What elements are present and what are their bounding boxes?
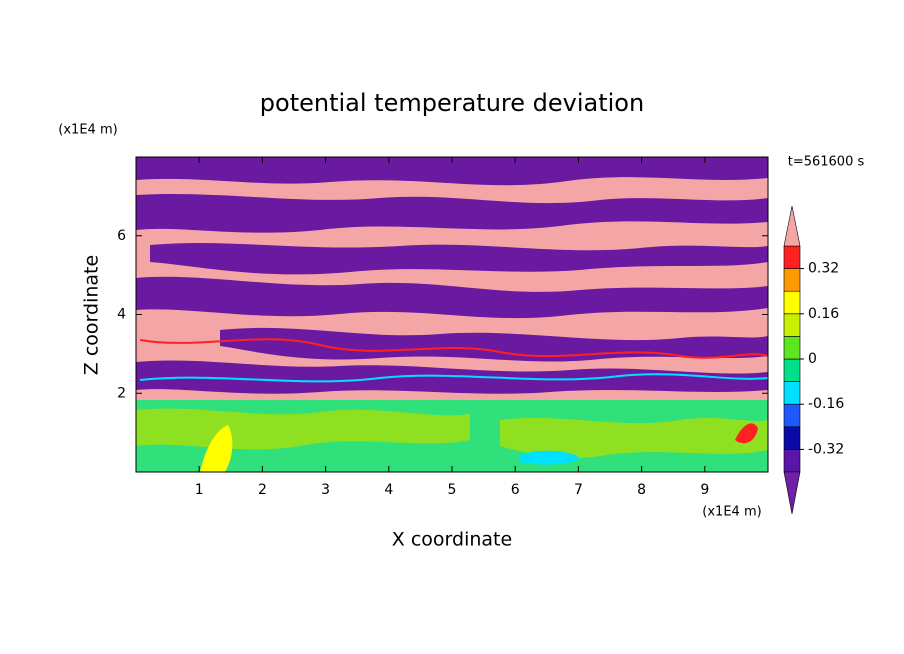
y-tick-label: 6 xyxy=(117,228,126,244)
y-tick-label: 2 xyxy=(117,385,126,401)
chart-title: potential temperature deviation xyxy=(260,89,644,117)
colorbar-box xyxy=(783,268,801,292)
y-axis-label: Z coordinate xyxy=(81,255,103,375)
colorbar-box xyxy=(783,245,801,269)
y-tick-label: 4 xyxy=(117,307,126,323)
x-tick-label: 7 xyxy=(574,482,583,498)
x-tick-label: 3 xyxy=(321,482,330,498)
colorbar-box xyxy=(783,381,801,405)
colorbar-box xyxy=(783,403,801,428)
colorbar-box xyxy=(783,336,801,360)
time-label: t=561600 s xyxy=(788,155,865,170)
colorbar-tick-label: -0.32 xyxy=(808,441,844,457)
colorbar-box xyxy=(783,313,801,337)
x-tick-label: 4 xyxy=(384,482,393,498)
colorbar-tick-label: 0.16 xyxy=(808,306,839,322)
x-tick-label: 5 xyxy=(448,482,457,498)
contour-field xyxy=(136,157,768,472)
colorbar-box xyxy=(783,426,801,450)
colorbar-under xyxy=(783,471,801,515)
x-tick-label: 1 xyxy=(195,482,204,498)
colorbar-box xyxy=(783,290,801,315)
x-tick-label: 9 xyxy=(700,482,709,498)
colorbar-over xyxy=(783,205,801,247)
colorbar-box xyxy=(783,358,801,382)
colorbar-tick-label: 0.32 xyxy=(808,261,839,277)
y-unit: (x1E4 m) xyxy=(58,123,117,138)
x-axis-label: X coordinate xyxy=(392,529,512,551)
colorbar-tick-label: -0.16 xyxy=(808,396,844,412)
colorbar-tick-label: 0 xyxy=(808,351,817,367)
colorbar-box xyxy=(783,449,801,473)
x-tick-label: 6 xyxy=(511,482,520,498)
x-tick-label: 2 xyxy=(258,482,267,498)
x-unit: (x1E4 m) xyxy=(702,505,761,520)
x-tick-label: 8 xyxy=(637,482,646,498)
